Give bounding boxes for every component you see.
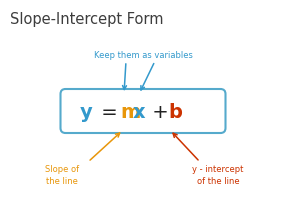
Text: y - intercept
of the line: y - intercept of the line bbox=[192, 164, 244, 185]
Text: m: m bbox=[120, 103, 140, 122]
Text: x: x bbox=[133, 103, 146, 122]
Text: Slope-Intercept Form: Slope-Intercept Form bbox=[10, 12, 164, 27]
Text: Keep them as variables: Keep them as variables bbox=[93, 51, 192, 60]
Text: +: + bbox=[146, 103, 175, 122]
Text: y: y bbox=[80, 103, 93, 122]
Text: Slope of
the line: Slope of the line bbox=[45, 164, 79, 185]
FancyBboxPatch shape bbox=[60, 90, 225, 133]
Text: =: = bbox=[95, 103, 124, 122]
Text: b: b bbox=[168, 103, 182, 122]
